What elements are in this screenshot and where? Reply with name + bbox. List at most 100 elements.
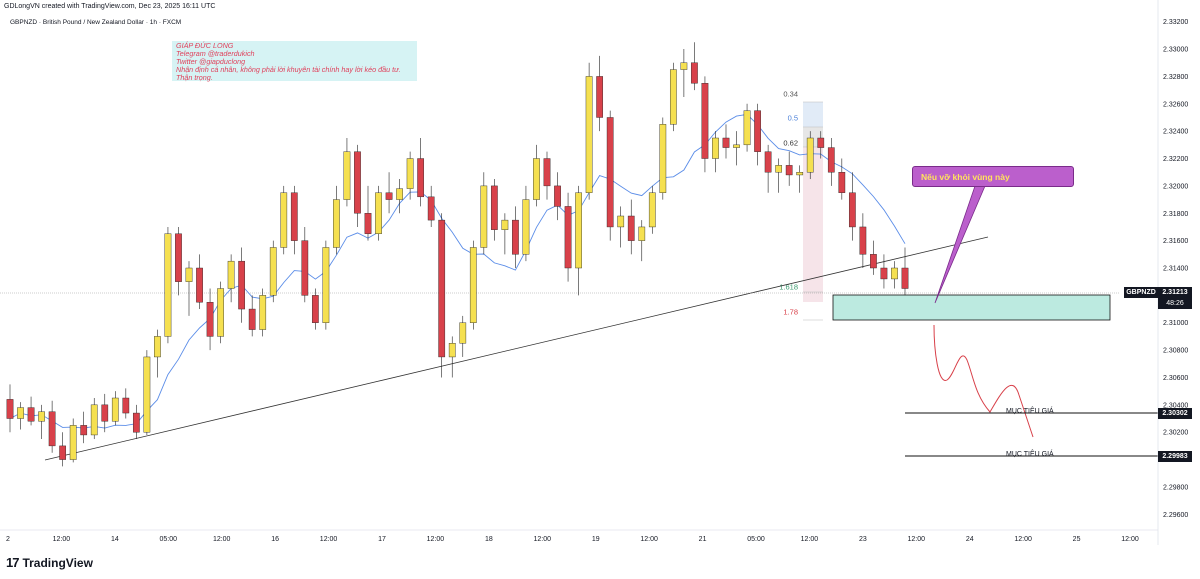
candle-body[interactable]	[259, 295, 267, 330]
author-note[interactable]: GIÁP ĐỨC LONG Telegram @traderdukich Twi…	[172, 41, 417, 82]
candle-body[interactable]	[712, 137, 719, 159]
candle-body[interactable]	[743, 110, 751, 146]
candle-body[interactable]	[48, 411, 56, 447]
candle-body[interactable]	[27, 407, 35, 422]
candle-body[interactable]	[354, 151, 361, 214]
candle-body[interactable]	[80, 425, 88, 436]
candle-body[interactable]	[90, 404, 98, 436]
candle-body[interactable]	[701, 83, 709, 159]
candle-body[interactable]	[227, 260, 235, 289]
candle-body[interactable]	[827, 147, 835, 173]
price-tick-label: 2.30600	[1163, 375, 1188, 382]
candle-body[interactable]	[59, 445, 67, 460]
candle-body[interactable]	[196, 267, 203, 303]
time-tick-label: 12:00	[1121, 536, 1139, 543]
candle-body[interactable]	[848, 192, 856, 228]
candle-body[interactable]	[838, 172, 846, 193]
candle-body[interactable]	[396, 188, 403, 200]
candle-body[interactable]	[185, 267, 193, 282]
candle-body[interactable]	[438, 219, 446, 358]
callout-box[interactable]: Nếu vỡ khỏi vùng này	[912, 166, 1074, 187]
tradingview-brand[interactable]: 17 TradingView	[6, 555, 93, 570]
candle-body[interactable]	[6, 399, 14, 419]
candle-body[interactable]	[785, 165, 793, 176]
candle-body[interactable]	[870, 254, 877, 269]
candle-body[interactable]	[164, 233, 172, 337]
candle-body[interactable]	[311, 295, 319, 323]
candle-body[interactable]	[248, 308, 256, 330]
candle-body[interactable]	[217, 288, 224, 337]
candle-body[interactable]	[206, 302, 214, 337]
time-tick-label: 12:00	[801, 536, 819, 543]
candle-body[interactable]	[733, 144, 740, 148]
candle-body[interactable]	[280, 192, 288, 248]
candle-body[interactable]	[817, 137, 825, 148]
candle-body[interactable]	[606, 117, 614, 228]
candle-body[interactable]	[469, 247, 477, 323]
candle-body[interactable]	[764, 151, 772, 173]
candle-body[interactable]	[17, 407, 24, 419]
candle-body[interactable]	[69, 425, 77, 460]
candle-body[interactable]	[722, 137, 730, 148]
candle-body[interactable]	[533, 158, 540, 200]
candle-body[interactable]	[564, 206, 572, 269]
candle-body[interactable]	[806, 137, 814, 173]
candle-body[interactable]	[754, 110, 761, 152]
candle-body[interactable]	[448, 343, 456, 358]
candle-body[interactable]	[143, 356, 151, 433]
candle-body[interactable]	[659, 124, 667, 193]
candle-body[interactable]	[596, 76, 604, 118]
candle-body[interactable]	[480, 185, 488, 248]
candle-body[interactable]	[490, 185, 498, 230]
price-tick-label: 2.30200	[1163, 430, 1188, 437]
candle-body[interactable]	[385, 192, 393, 200]
candle-body[interactable]	[775, 165, 783, 173]
candle-body[interactable]	[691, 62, 698, 84]
candle-body[interactable]	[38, 411, 45, 422]
candle-body[interactable]	[648, 192, 656, 228]
candle-body[interactable]	[417, 158, 425, 198]
candle-body[interactable]	[154, 336, 161, 358]
countdown-value: 48:26	[1166, 300, 1184, 307]
candle-body[interactable]	[522, 199, 530, 255]
candle-body[interactable]	[543, 158, 551, 187]
support-zone[interactable]	[832, 294, 1111, 321]
candle-body[interactable]	[459, 322, 467, 344]
candle-body[interactable]	[901, 267, 909, 289]
candle-body[interactable]	[585, 76, 593, 193]
candle-body[interactable]	[880, 267, 888, 280]
candle-body[interactable]	[859, 226, 867, 255]
candle-body[interactable]	[427, 196, 435, 221]
price-tick-label: 2.33000	[1163, 47, 1188, 54]
trendline[interactable]	[44, 236, 989, 461]
candle-body[interactable]	[101, 404, 109, 422]
candle-body[interactable]	[238, 260, 246, 310]
candle-body[interactable]	[406, 158, 414, 189]
candle-body[interactable]	[501, 219, 509, 230]
candle-body[interactable]	[554, 185, 561, 207]
candle-body[interactable]	[269, 247, 277, 296]
candle-body[interactable]	[132, 412, 140, 433]
candle-body[interactable]	[627, 215, 635, 241]
candle-body[interactable]	[575, 192, 582, 269]
candle-body[interactable]	[175, 233, 182, 282]
candle-body[interactable]	[512, 219, 519, 255]
candle-body[interactable]	[680, 62, 688, 70]
candle-body[interactable]	[290, 192, 298, 241]
candle-body[interactable]	[638, 226, 646, 241]
candle-body[interactable]	[122, 397, 130, 414]
candle-body[interactable]	[364, 213, 372, 234]
candle-body[interactable]	[796, 172, 804, 176]
candle-body[interactable]	[669, 69, 677, 125]
candle-body[interactable]	[111, 397, 119, 422]
candle-body[interactable]	[343, 151, 351, 200]
candle-body[interactable]	[322, 247, 330, 323]
candle-body[interactable]	[891, 267, 898, 280]
candle-body[interactable]	[617, 215, 625, 228]
time-tick-label: 23	[859, 536, 867, 543]
price-axis: 2.33200 2.33000 2.32800 2.32600 2.32400 2.322…	[1163, 19, 1188, 519]
candle-body[interactable]	[375, 192, 382, 234]
candle-body[interactable]	[301, 240, 309, 296]
candle-body[interactable]	[333, 199, 340, 248]
